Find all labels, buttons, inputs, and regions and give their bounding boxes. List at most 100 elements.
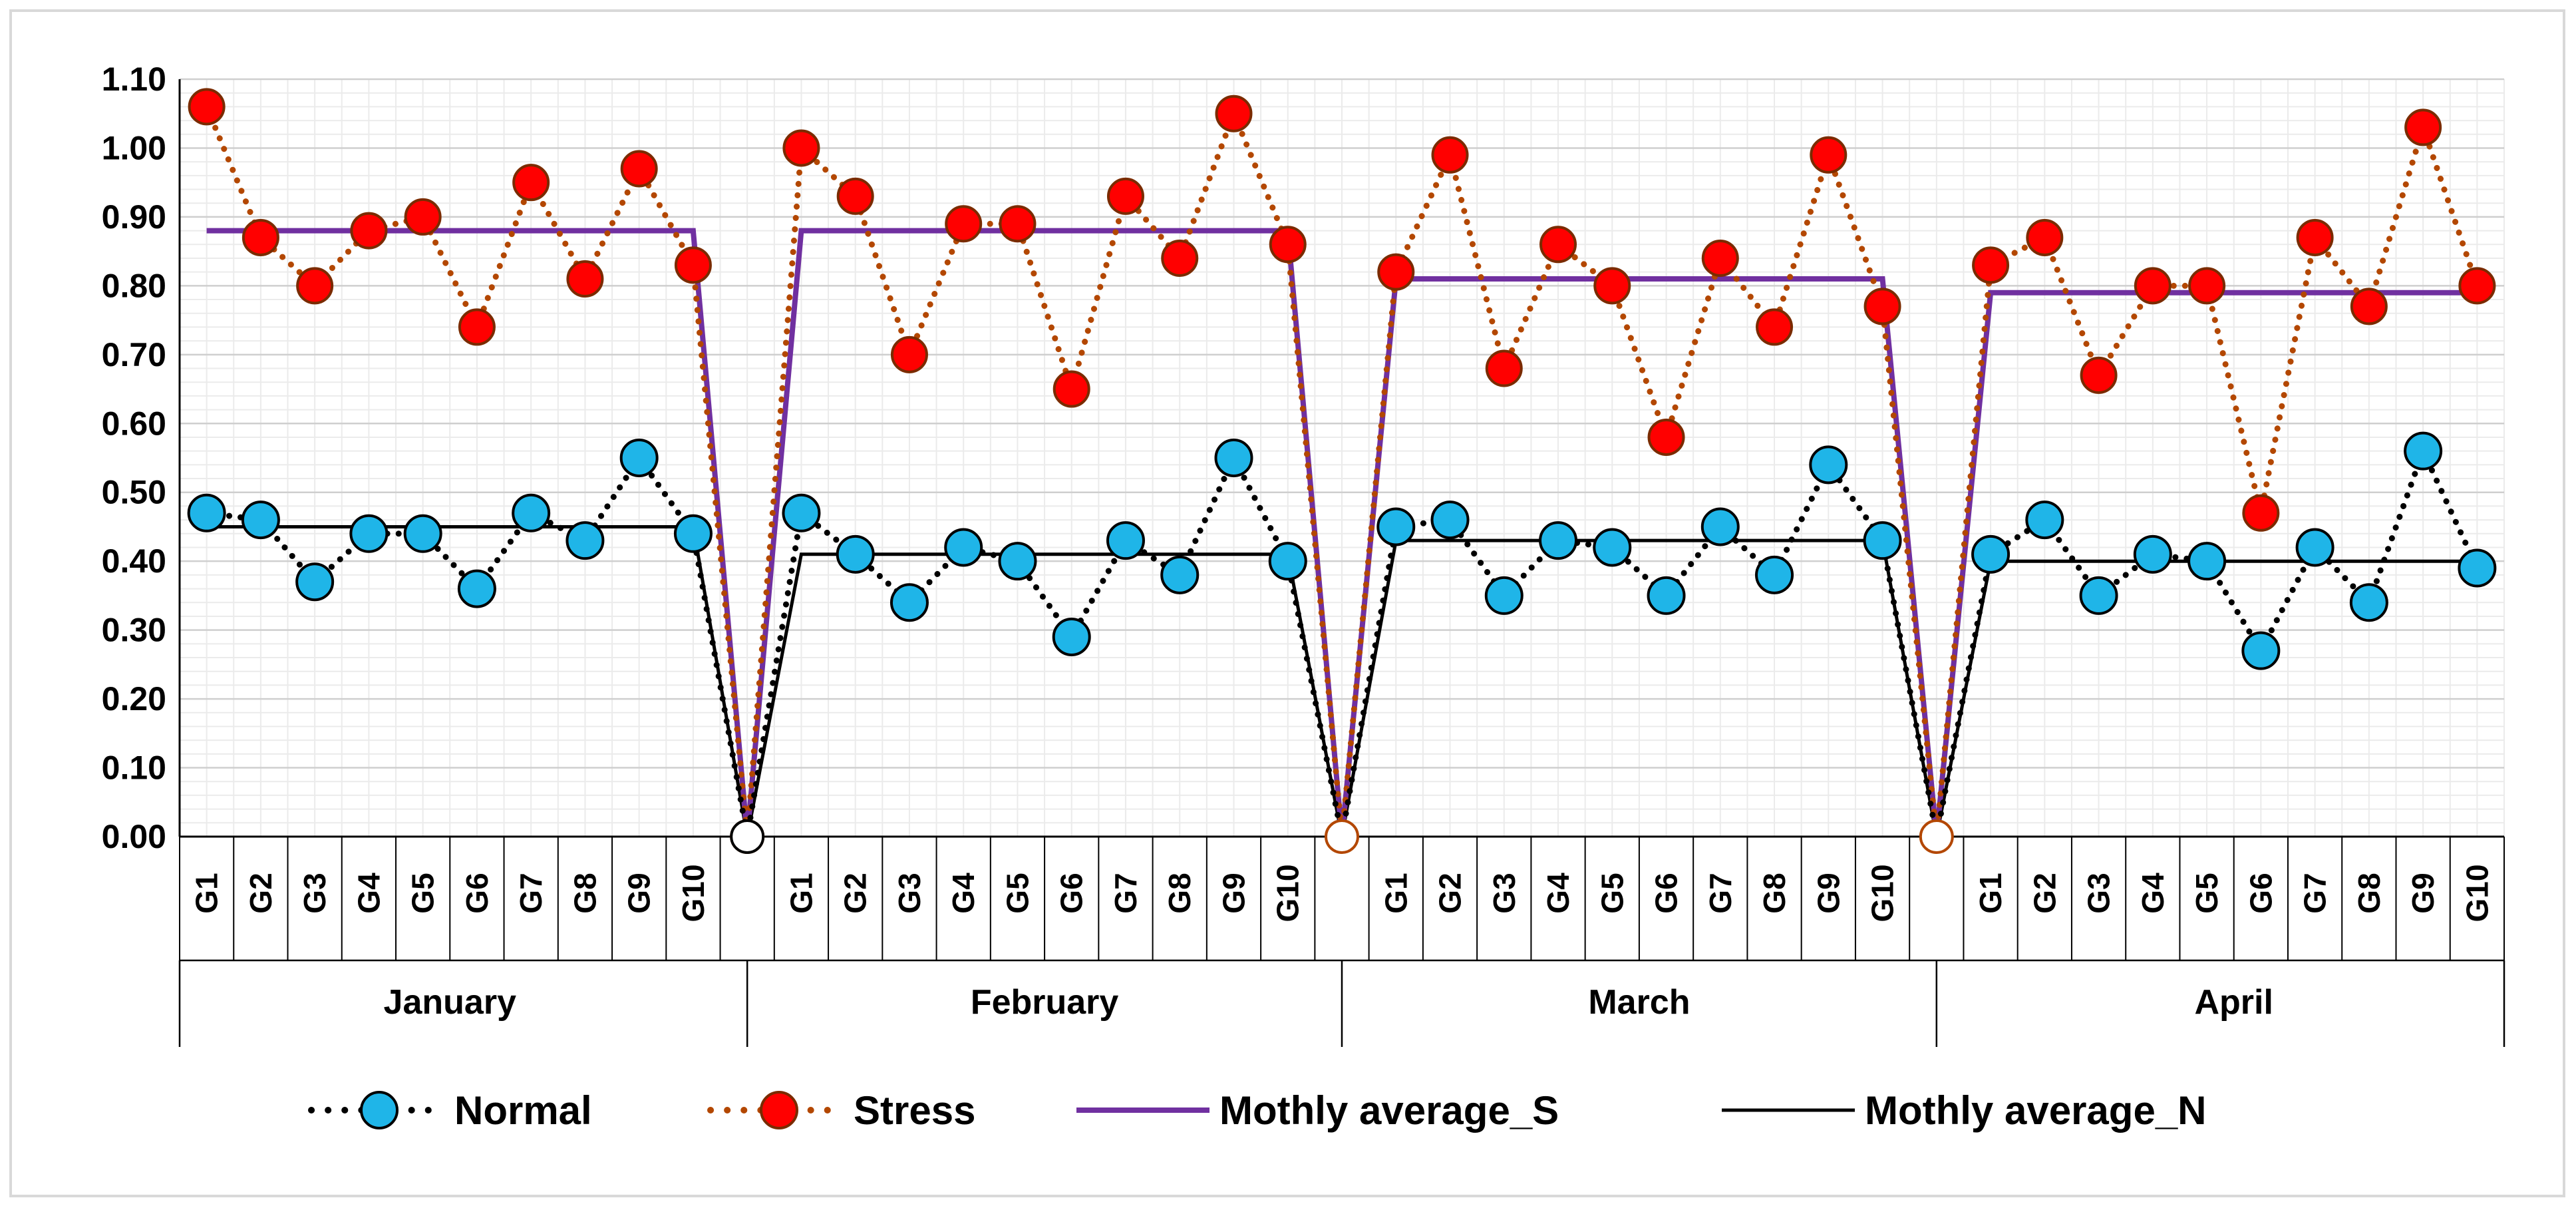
normal-point	[2025, 501, 2064, 540]
y-tick-label: 1.00	[102, 129, 166, 166]
category-label: G6	[1054, 873, 1089, 913]
y-tick-label: 0.70	[102, 336, 166, 373]
category-label: G8	[2352, 873, 2386, 913]
stress-point	[945, 205, 983, 243]
stress-point	[2026, 218, 2064, 256]
category-label: G3	[892, 873, 927, 913]
stress-point	[1701, 239, 1739, 277]
y-tick-label: 0.90	[102, 198, 166, 236]
month-label: February	[971, 983, 1119, 1022]
stress-point	[2458, 267, 2496, 305]
normal-point	[1430, 501, 1470, 540]
normal-point	[1700, 507, 1740, 546]
normal-point	[2079, 576, 2118, 615]
stress-point	[1431, 136, 1469, 174]
normal-point	[565, 521, 605, 560]
category-label: G5	[1000, 873, 1035, 913]
category-label: G8	[1757, 873, 1792, 913]
normal-point	[1593, 528, 1632, 567]
category-label: G4	[946, 873, 981, 914]
stress-point	[2188, 267, 2226, 305]
y-tick-label: 0.40	[102, 542, 166, 580]
normal-point	[782, 493, 821, 532]
category-label: G10	[1271, 865, 1305, 922]
category-label: G6	[1649, 873, 1684, 913]
stress-point	[1972, 246, 2010, 284]
category-label: G7	[514, 873, 548, 913]
category-label: G9	[1811, 873, 1846, 913]
normal-point	[1160, 555, 1200, 594]
category-label: G1	[784, 873, 818, 913]
category-label: G3	[1487, 873, 1522, 913]
stress-point	[2404, 108, 2442, 146]
category-label: G7	[1703, 873, 1738, 913]
normal-point	[1863, 521, 1902, 560]
normal-point	[2349, 583, 2388, 622]
stress-point	[1269, 226, 1307, 264]
stress-point	[1810, 136, 1848, 174]
month-label: January	[384, 983, 517, 1022]
legend-avg-normal-label: Mothly average_N	[1865, 1088, 2207, 1133]
normal-point	[403, 514, 442, 553]
category-label: G1	[1973, 873, 2008, 913]
category-label: G1	[190, 873, 224, 913]
stress-point	[188, 88, 226, 126]
chart-svg: 0.00 0.10 0.20 0.30 0.40 0.50 0.60 0.70 0.80 0.90…	[102, 61, 2505, 1133]
legend-normal-marker	[360, 1091, 399, 1129]
normal-point	[349, 514, 389, 553]
category-label: G10	[2460, 865, 2494, 922]
normal-point	[1214, 439, 1253, 477]
stress-point	[296, 267, 334, 305]
stress-point	[1593, 267, 1631, 305]
stress-gap-marker	[1325, 819, 1359, 854]
normal-point	[836, 534, 875, 574]
normal-point	[2241, 631, 2281, 670]
normal-point	[944, 528, 983, 567]
category-label: G7	[1108, 873, 1143, 913]
normal-point	[241, 501, 280, 540]
stress-point	[1756, 308, 1794, 346]
stress-point	[242, 218, 279, 256]
stress-point	[2350, 288, 2388, 325]
normal-point	[998, 542, 1037, 581]
normal-point	[1106, 521, 1145, 560]
normal-point	[2295, 528, 2334, 567]
normal-point	[1971, 534, 2011, 574]
category-label: G8	[1162, 873, 1197, 913]
stress-point	[1539, 226, 1577, 264]
normal-point	[1647, 576, 1686, 615]
stress-point	[1647, 418, 1685, 456]
category-label: G10	[676, 865, 711, 922]
normal-point	[2458, 548, 2497, 588]
stress-point	[404, 198, 442, 236]
legend-normal-label: Normal	[454, 1088, 592, 1133]
y-tick-label: 1.10	[102, 61, 166, 98]
category-label: G7	[2298, 873, 2333, 913]
y-tick-label: 0.00	[102, 818, 166, 855]
stress-point	[674, 246, 712, 284]
stress-point	[620, 150, 658, 188]
y-tick-label: 0.60	[102, 405, 166, 442]
stress-point	[1377, 253, 1415, 291]
stress-point	[2080, 356, 2118, 394]
legend-stress-marker	[760, 1091, 798, 1129]
category-label: G10	[1865, 865, 1900, 922]
normal-gap-marker	[730, 819, 765, 854]
category-label: G2	[838, 873, 873, 913]
category-label: G5	[2189, 873, 2224, 913]
category-label: G9	[622, 873, 657, 913]
stress-point	[2296, 218, 2334, 256]
category-label: G3	[297, 873, 332, 913]
category-label: G1	[1378, 873, 1413, 913]
normal-point	[673, 514, 713, 553]
normal-point	[2404, 431, 2443, 471]
normal-point	[1809, 445, 1848, 485]
stress-point	[2242, 494, 2280, 532]
category-label: G5	[1595, 873, 1629, 913]
y-tick-label: 0.80	[102, 267, 166, 304]
normal-point	[1052, 617, 1091, 656]
stress-point	[999, 205, 1037, 243]
y-tick-label: 0.10	[102, 749, 166, 787]
normal-point	[1755, 555, 1794, 594]
stress-point	[782, 129, 820, 167]
